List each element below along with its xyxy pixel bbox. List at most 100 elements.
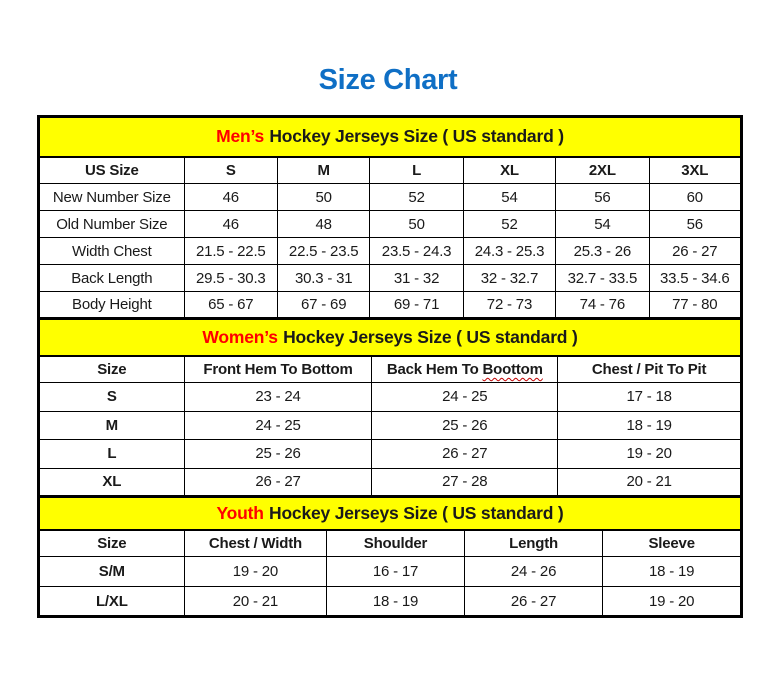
banner-text: Hockey Jerseys Size ( US standard ) xyxy=(269,126,564,147)
size-value-cell: 18 - 19 xyxy=(326,586,465,617)
page-title: Size Chart xyxy=(318,64,458,96)
header-text: Back Hem To xyxy=(386,360,483,378)
size-value-cell: 23 - 24 xyxy=(183,382,373,412)
row-label: XL xyxy=(38,467,185,497)
misspelled-word: Boottom xyxy=(482,360,543,378)
table-row: Old Number Size 46 48 50 52 54 56 xyxy=(38,210,743,238)
size-value-cell: 48 xyxy=(276,210,371,238)
size-value-cell: 20 - 21 xyxy=(557,467,742,497)
size-value-cell: 50 xyxy=(276,183,371,211)
banner-row: Youth Hockey Jerseys Size ( US standard ) xyxy=(37,495,743,531)
size-value-cell: 21.5 - 22.5 xyxy=(183,237,279,265)
size-value-cell: 19 - 20 xyxy=(602,586,742,617)
row-label: S/M xyxy=(38,556,185,587)
size-value-cell: 19 - 20 xyxy=(183,556,328,587)
column-header: Chest / Pit To Pit xyxy=(557,355,742,383)
row-label: Width Chest xyxy=(38,237,185,265)
size-value-cell: 56 xyxy=(555,183,650,211)
size-value-cell: 27 - 28 xyxy=(371,467,559,497)
header-row: Size Chest / Width Shoulder Length Sleeve xyxy=(38,529,742,557)
size-value-cell: 46 xyxy=(183,183,279,211)
column-header: Front Hem To Bottom xyxy=(183,355,373,383)
banner-highlight: Youth xyxy=(216,502,264,523)
header-row: Size Front Hem To Bottom Back Hem To Boott… xyxy=(38,355,742,383)
row-label: Old Number Size xyxy=(38,210,185,238)
table-banner: Women’s Hockey Jerseys Size ( US standard… xyxy=(37,317,743,357)
size-value-cell: 25 - 26 xyxy=(183,439,373,469)
column-header: L xyxy=(369,156,464,184)
size-chart-document: Size Chart Men’s Hockey Jerseys Size ( US… xyxy=(37,64,743,618)
size-value-cell: 56 xyxy=(648,210,743,238)
size-value-cell: 25 - 26 xyxy=(371,410,559,440)
column-header: Back Hem To Boottom xyxy=(371,355,559,383)
row-label: M xyxy=(38,410,185,440)
table-row: XL 26 - 27 27 - 28 20 - 21 xyxy=(38,467,742,497)
size-value-cell: 69 - 71 xyxy=(369,291,464,319)
column-header: S xyxy=(183,156,279,184)
row-label: New Number Size xyxy=(38,183,185,211)
column-header: M xyxy=(276,156,371,184)
row-label: L xyxy=(38,439,185,469)
size-value-cell: 24.3 - 25.3 xyxy=(462,237,557,265)
size-value-cell: 52 xyxy=(369,183,464,211)
row-label: L/XL xyxy=(38,586,185,617)
column-header: US Size xyxy=(38,156,185,184)
table-row: New Number Size 46 50 52 54 56 60 xyxy=(38,183,743,211)
size-value-cell: 22.5 - 23.5 xyxy=(276,237,371,265)
size-value-cell: 54 xyxy=(555,210,650,238)
youth-size-table: Youth Hockey Jerseys Size ( US standard )… xyxy=(37,495,743,618)
size-value-cell: 74 - 76 xyxy=(555,291,650,319)
size-value-cell: 23.5 - 24.3 xyxy=(369,237,464,265)
row-label: Back Length xyxy=(38,264,185,292)
row-label: S xyxy=(38,382,185,412)
table-row: Body Height 65 - 67 67 - 69 69 - 71 72 - 73 7… xyxy=(38,291,743,319)
column-header: Length xyxy=(463,529,604,557)
banner-text: Hockey Jerseys Size ( US standard ) xyxy=(269,502,564,523)
column-header: Sleeve xyxy=(602,529,742,557)
size-value-cell: 16 - 17 xyxy=(326,556,465,587)
column-header: 2XL xyxy=(555,156,650,184)
size-value-cell: 50 xyxy=(369,210,464,238)
table-row: L 25 - 26 26 - 27 19 - 20 xyxy=(38,439,742,469)
size-value-cell: 20 - 21 xyxy=(183,586,328,617)
column-header: Chest / Width xyxy=(183,529,328,557)
table-banner: Men’s Hockey Jerseys Size ( US standard ) xyxy=(37,115,743,158)
size-value-cell: 65 - 67 xyxy=(183,291,279,319)
size-value-cell: 33.5 - 34.6 xyxy=(648,264,743,292)
table-row: Back Length 29.5 - 30.3 30.3 - 31 31 - 32 32… xyxy=(38,264,743,292)
size-tables-container: Men’s Hockey Jerseys Size ( US standard )… xyxy=(37,115,743,618)
mens-size-table: Men’s Hockey Jerseys Size ( US standard )… xyxy=(37,115,743,320)
size-value-cell: 18 - 19 xyxy=(602,556,742,587)
size-value-cell: 67 - 69 xyxy=(276,291,371,319)
size-value-cell: 54 xyxy=(462,183,557,211)
size-value-cell: 26 - 27 xyxy=(648,237,743,265)
size-value-cell: 26 - 27 xyxy=(183,467,373,497)
size-value-cell: 17 - 18 xyxy=(557,382,742,412)
size-value-cell: 77 - 80 xyxy=(648,291,743,319)
size-value-cell: 46 xyxy=(183,210,279,238)
size-value-cell: 52 xyxy=(462,210,557,238)
size-value-cell: 32 - 32.7 xyxy=(462,264,557,292)
banner-row: Men’s Hockey Jerseys Size ( US standard ) xyxy=(37,115,743,158)
row-label: Body Height xyxy=(38,291,185,319)
size-value-cell: 24 - 26 xyxy=(463,556,604,587)
size-value-cell: 72 - 73 xyxy=(462,291,557,319)
womens-size-table: Women’s Hockey Jerseys Size ( US standard… xyxy=(37,317,743,498)
column-header: Size xyxy=(38,355,185,383)
table-row: Width Chest 21.5 - 22.5 22.5 - 23.5 23.5 - … xyxy=(38,237,743,265)
size-value-cell: 31 - 32 xyxy=(369,264,464,292)
banner-highlight: Women’s xyxy=(202,326,278,347)
size-value-cell: 25.3 - 26 xyxy=(555,237,650,265)
table-row: M 24 - 25 25 - 26 18 - 19 xyxy=(38,410,742,440)
table-banner: Youth Hockey Jerseys Size ( US standard ) xyxy=(37,495,743,531)
column-header: 3XL xyxy=(648,156,743,184)
banner-text: Hockey Jerseys Size ( US standard ) xyxy=(283,326,578,347)
size-value-cell: 26 - 27 xyxy=(371,439,559,469)
table-row: L/XL 20 - 21 18 - 19 26 - 27 19 - 20 xyxy=(38,586,742,617)
column-header: XL xyxy=(462,156,557,184)
size-value-cell: 24 - 25 xyxy=(183,410,373,440)
size-value-cell: 29.5 - 30.3 xyxy=(183,264,279,292)
header-row: US Size S M L XL 2XL 3XL xyxy=(38,156,743,184)
size-value-cell: 32.7 - 33.5 xyxy=(555,264,650,292)
size-value-cell: 19 - 20 xyxy=(557,439,742,469)
